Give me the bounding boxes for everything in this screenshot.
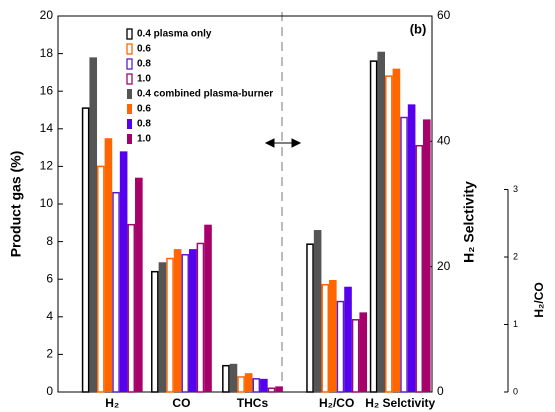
y2-axis-label: H₂ Selctivity [461,181,477,263]
legend-swatch [127,104,132,114]
legend-swatch [126,43,133,55]
legend-swatch [127,134,132,144]
y3-tick-label: 1 [513,319,518,329]
legend-label: 1.0 [137,134,151,145]
legend-label: 0.6 [137,104,151,115]
legend-swatch [126,58,133,70]
bar [158,262,167,392]
y-tick-label: 10 [40,196,54,210]
y-tick-label: 16 [40,83,54,97]
y-tick-label: 18 [40,46,54,60]
y3-tick-label: 2 [513,251,518,261]
bar [392,68,401,392]
bar [329,279,337,392]
bar [135,177,143,392]
bar [173,249,182,392]
bar [97,165,105,393]
legend-label: 0.8 [137,119,151,130]
bar [81,107,90,393]
x-tick-label: H₂ [105,396,119,410]
legend-swatch [127,89,132,99]
annotation: (b) [410,21,427,36]
bar [423,119,431,393]
bar [112,191,120,393]
y3-tick-label: 3 [513,184,518,194]
bar [244,373,253,392]
bar [313,230,322,392]
bar [229,363,238,392]
bar [306,243,314,393]
bar [196,242,205,393]
bar [119,151,128,392]
bar [151,270,159,393]
y2-tick-label: 40 [437,134,451,148]
bar [359,312,368,392]
y-tick-label: 8 [46,234,53,248]
y-tick-label: 2 [46,347,53,361]
legend-label: 0.4 combined plasma-burner [137,89,273,100]
bar [385,75,393,393]
arrow [264,138,302,148]
y-tick-label: 12 [40,159,54,173]
bar [222,364,230,393]
bar [344,286,352,392]
bar [127,223,136,393]
bar [369,60,378,393]
bar [189,249,197,392]
bar [377,51,386,392]
y2-tick-label: 20 [437,259,451,273]
bar [104,138,113,392]
plot-frame [57,15,433,393]
y3-tick-label: 0 [513,386,518,396]
bar [275,386,283,392]
x-tick-label: H₂/CO [319,396,354,410]
bar [252,378,261,393]
bar [260,378,268,392]
x-tick-label: H₂ Selctivity [365,396,435,410]
legend-label: 0.4 plasma only [137,29,212,40]
bar [400,116,408,393]
y-tick-label: 14 [40,121,54,135]
bar [336,300,345,393]
y2-tick-label: 60 [437,8,451,22]
bar [407,104,416,393]
legend-swatch [126,28,133,40]
x-tick-label: THCs [237,396,269,410]
bar [415,144,424,393]
bar [204,224,212,392]
y-tick-label: 4 [46,309,53,323]
bar [267,387,276,393]
bar [166,257,174,393]
bar [89,57,98,393]
y-axis-label: Product gas (%) [8,151,24,258]
bar [351,319,360,393]
bar [321,283,330,393]
bar [181,254,190,393]
bar [237,376,245,393]
legend-swatch [127,119,132,129]
y3-axis-label: H₂/CO [532,282,546,317]
y2-tick-label: 0 [437,384,444,398]
y-tick-label: 0 [46,384,53,398]
x-tick-label: CO [172,396,190,410]
y-tick-label: 20 [40,8,54,22]
y-tick-label: 6 [46,271,53,285]
legend-label: 0.6 [137,44,151,55]
legend-swatch [126,73,133,85]
legend-label: 0.8 [137,59,151,70]
legend-label: 1.0 [137,74,151,85]
